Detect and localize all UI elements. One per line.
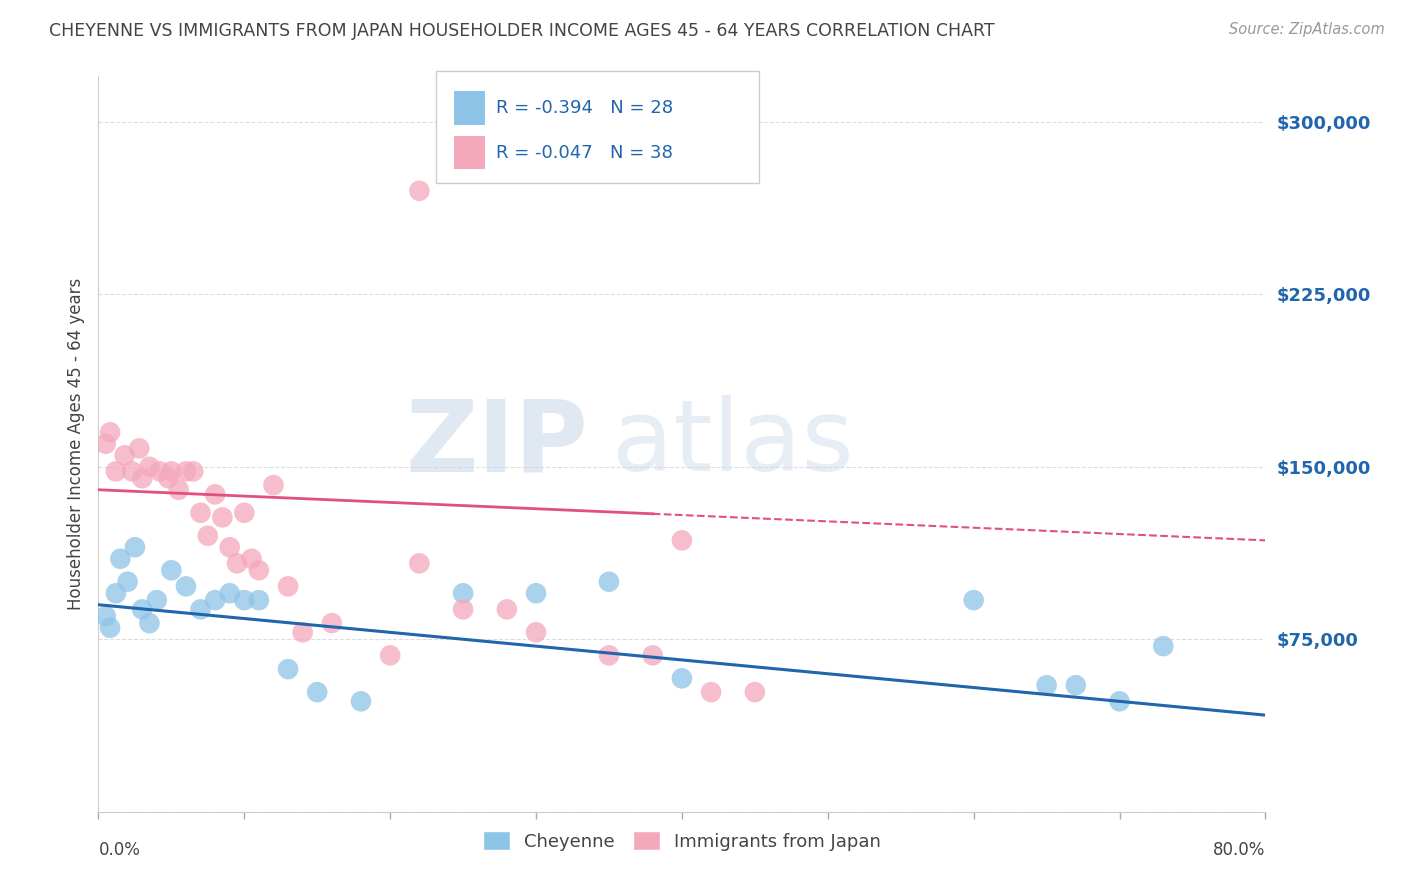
Point [149, 464, 172, 478]
Point [98, 425, 121, 440]
Text: CHEYENNE VS IMMIGRANTS FROM JAPAN HOUSEHOLDER INCOME AGES 45 - 64 YEARS CORRELAT: CHEYENNE VS IMMIGRANTS FROM JAPAN HOUSEH… [49, 22, 995, 40]
Point [146, 593, 169, 607]
Point [1108, 694, 1130, 708]
Point [380, 648, 402, 663]
Point [117, 574, 139, 589]
Point [138, 616, 160, 631]
Point [671, 671, 693, 685]
Point [204, 593, 226, 607]
Point [233, 506, 256, 520]
Point [233, 593, 256, 607]
Text: 80.0%: 80.0% [1213, 841, 1265, 859]
Point [496, 602, 519, 616]
Point [110, 551, 132, 566]
Point [128, 442, 150, 456]
Point [1064, 678, 1087, 692]
Point [204, 487, 226, 501]
Point [218, 586, 240, 600]
Point [641, 648, 664, 663]
Y-axis label: Householder Income Ages 45 - 64 years: Householder Income Ages 45 - 64 years [66, 277, 84, 610]
Point [1152, 639, 1174, 653]
Point [181, 464, 204, 478]
Point [174, 464, 197, 478]
Point [744, 685, 766, 699]
Text: 0.0%: 0.0% [98, 841, 141, 859]
Point [121, 464, 143, 478]
Point [190, 506, 212, 520]
Point [1035, 678, 1057, 692]
Point [247, 563, 270, 577]
Point [190, 602, 212, 616]
Point [197, 529, 219, 543]
Point [160, 464, 183, 478]
Point [114, 448, 136, 462]
Point [124, 541, 146, 555]
Point [104, 464, 127, 478]
Point [962, 593, 984, 607]
Point [524, 625, 547, 640]
Point [131, 471, 153, 485]
Point [451, 586, 474, 600]
Text: Source: ZipAtlas.com: Source: ZipAtlas.com [1229, 22, 1385, 37]
Point [131, 602, 153, 616]
Point [598, 574, 620, 589]
Text: ZIP: ZIP [406, 395, 589, 492]
Text: atlas: atlas [612, 395, 853, 492]
Text: R = -0.047   N = 38: R = -0.047 N = 38 [496, 144, 673, 161]
Point [277, 662, 299, 676]
Point [211, 510, 233, 524]
Point [160, 563, 183, 577]
Point [138, 459, 160, 474]
Point [240, 551, 263, 566]
Point [350, 694, 373, 708]
Text: R = -0.394   N = 28: R = -0.394 N = 28 [496, 99, 673, 117]
Point [157, 471, 180, 485]
Point [291, 625, 314, 640]
Point [98, 621, 121, 635]
Point [700, 685, 723, 699]
Point [408, 557, 430, 571]
Point [174, 579, 197, 593]
Point [218, 541, 240, 555]
Point [226, 557, 249, 571]
Point [104, 586, 127, 600]
Point [524, 586, 547, 600]
Legend: Cheyenne, Immigrants from Japan: Cheyenne, Immigrants from Japan [475, 824, 889, 858]
Point [94, 436, 117, 450]
Point [277, 579, 299, 593]
Point [94, 609, 117, 624]
Point [321, 616, 343, 631]
Point [451, 602, 474, 616]
Point [598, 648, 620, 663]
Point [263, 478, 285, 492]
Point [247, 593, 270, 607]
Point [167, 483, 190, 497]
Point [408, 184, 430, 198]
Point [671, 533, 693, 548]
Point [307, 685, 329, 699]
